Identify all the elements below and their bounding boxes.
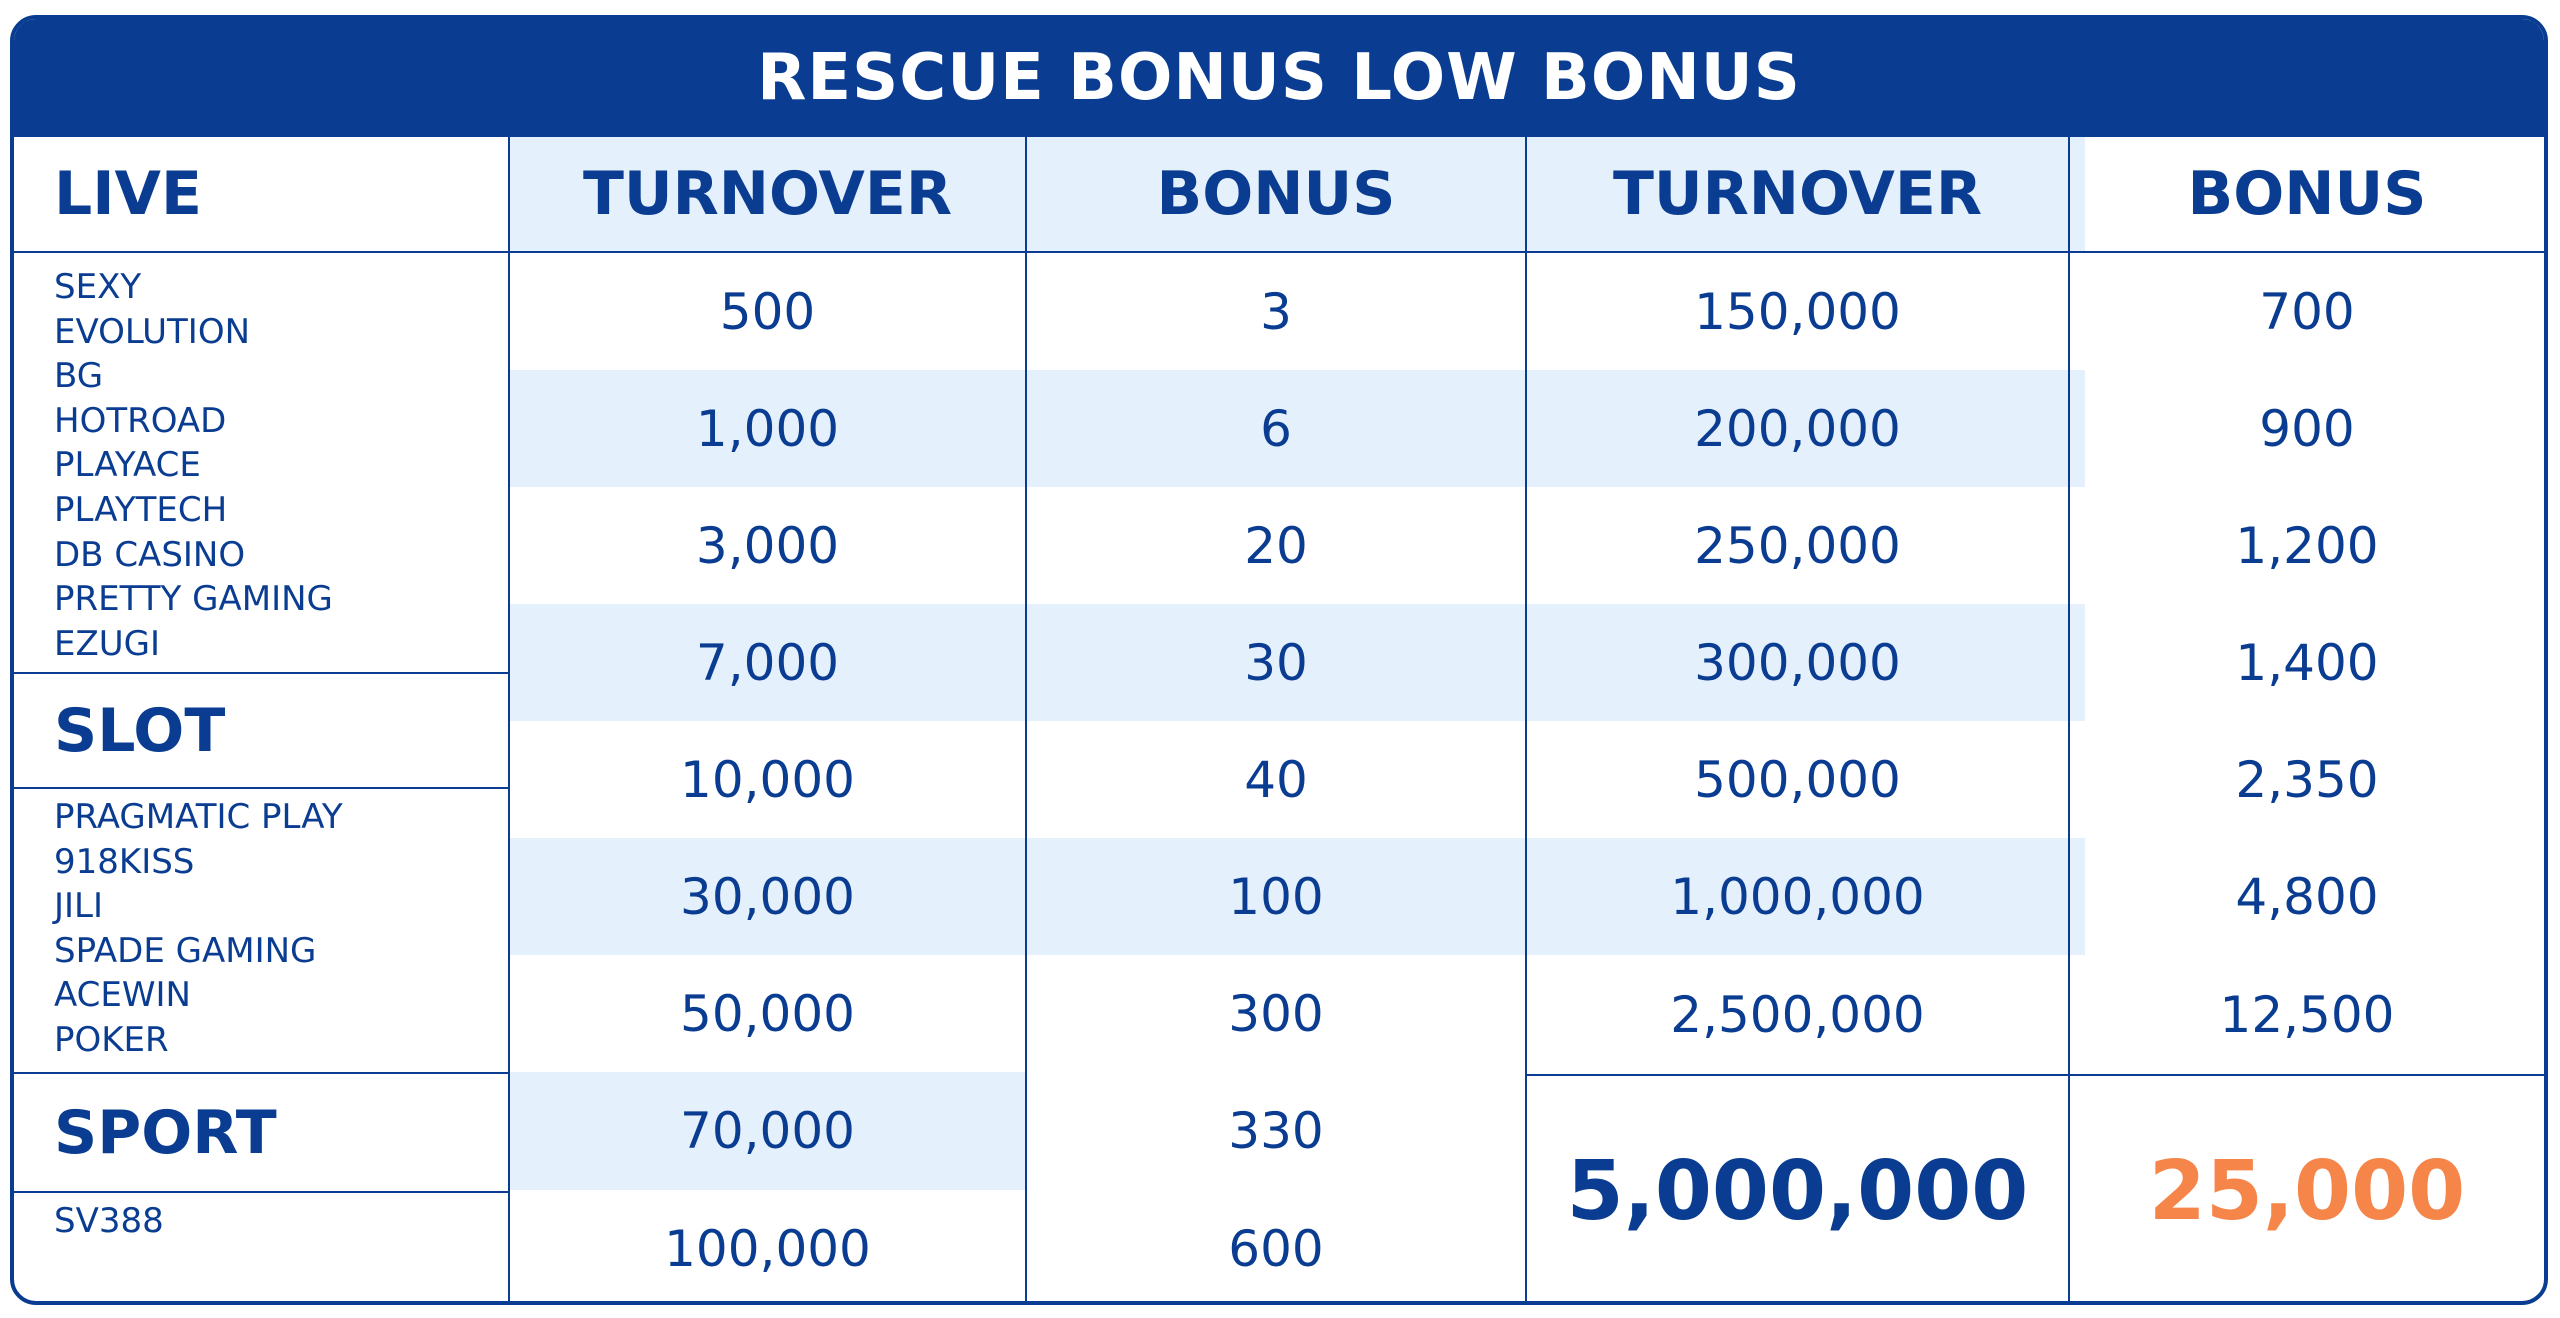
grid-line-top-tier (1526, 1074, 2544, 1076)
provider-item: EZUGI (54, 623, 161, 664)
turnover-right-row-6: 1,000,000 (1670, 867, 1925, 926)
row-band-4 (509, 604, 2085, 721)
bonus-table-card: RESCUE BONUS LOW BONUS LIVE TURNOVER BON… (10, 15, 2548, 1305)
turnover-left-row-5: 10,000 (680, 750, 855, 809)
grid-line-header-bottom (14, 251, 2544, 253)
provider-item: JILI (54, 886, 104, 927)
row-band-6 (509, 838, 2085, 955)
top-tier-bonus: 25,000 (2148, 1144, 2466, 1239)
grid-line-col-1 (508, 137, 510, 1301)
bonus-left-row-9: 600 (1228, 1219, 1324, 1278)
turnover-left-row-2: 1,000 (695, 399, 840, 458)
bonus-left-row-2: 6 (1260, 399, 1292, 458)
row-band-2 (509, 370, 2085, 487)
title-bar: RESCUE BONUS LOW BONUS (14, 19, 2544, 137)
live-provider-list: SEXY EVOLUTION BG HOTROAD PLAYACE PLAYTE… (54, 265, 333, 666)
provider-item: POKER (54, 1019, 169, 1060)
turnover-right-row-5: 500,000 (1694, 750, 1901, 809)
turnover-left-row-6: 30,000 (680, 867, 855, 926)
top-tier-turnover: 5,000,000 (1566, 1144, 2029, 1239)
bonus-right-row-3: 1,200 (2235, 516, 2379, 575)
turnover-left-row-7: 50,000 (680, 984, 855, 1043)
category-heading-live: LIVE (54, 159, 202, 229)
header-turnover-left: TURNOVER (582, 159, 953, 229)
turnover-left-row-9: 100,000 (664, 1219, 871, 1278)
category-heading-sport: SPORT (54, 1097, 277, 1168)
turnover-left-row-3: 3,000 (695, 516, 840, 575)
bonus-right-row-6: 4,800 (2235, 867, 2379, 926)
bonus-right-row-5: 2,350 (2235, 750, 2379, 809)
bonus-left-row-3: 20 (1244, 516, 1308, 575)
turnover-right-row-2: 200,000 (1694, 399, 1901, 458)
bonus-right-row-1: 700 (2259, 282, 2355, 341)
grid-line-sport-head-bottom (14, 1191, 509, 1193)
grid-line-slot-bottom (14, 1072, 509, 1074)
provider-item: PRAGMATIC PLAY (54, 797, 343, 837)
provider-item: PLAYACE (54, 445, 201, 486)
grid-line-col-3 (1525, 137, 1527, 1301)
header-bonus-right: BONUS (2187, 159, 2427, 229)
grid-line-col-2 (1025, 137, 1027, 1301)
bonus-right-row-4: 1,400 (2235, 633, 2379, 692)
header-turnover-right: TURNOVER (1612, 159, 1983, 229)
turnover-right-row-3: 250,000 (1694, 516, 1901, 575)
provider-item: SEXY (54, 267, 142, 307)
turnover-left-row-8: 70,000 (680, 1102, 855, 1160)
header-bonus-left: BONUS (1156, 159, 1396, 229)
slot-provider-list: PRAGMATIC PLAY 918KISS JILI SPADE GAMING… (54, 795, 343, 1063)
header-band-turnover-1 (509, 137, 2085, 253)
grid-line-live-bottom (14, 672, 509, 674)
sport-provider-list: SV388 (54, 1199, 164, 1244)
turnover-left-row-4: 7,000 (695, 633, 840, 692)
provider-item: PRETTY GAMING (54, 579, 333, 620)
provider-item: HOTROAD (54, 400, 227, 441)
bonus-left-row-8: 330 (1228, 1102, 1324, 1160)
turnover-right-row-7: 2,500,000 (1670, 985, 1925, 1044)
grid-line-col-4 (2068, 137, 2070, 1301)
provider-item: ACEWIN (54, 975, 191, 1016)
provider-item: PLAYTECH (54, 489, 228, 530)
bonus-left-row-1: 3 (1260, 282, 1292, 341)
provider-item: EVOLUTION (54, 311, 251, 352)
turnover-right-row-1: 150,000 (1694, 282, 1901, 341)
row-band-8 (509, 1072, 1026, 1190)
turnover-right-row-4: 300,000 (1694, 633, 1901, 692)
provider-item: DB CASINO (54, 534, 246, 575)
bonus-right-row-2: 900 (2259, 399, 2355, 458)
table-title: RESCUE BONUS LOW BONUS (757, 41, 1801, 115)
provider-item: 918KISS (54, 841, 195, 882)
bonus-left-row-5: 40 (1244, 750, 1308, 809)
provider-item: SV388 (54, 1201, 164, 1241)
bonus-right-row-7: 12,500 (2219, 985, 2395, 1044)
bonus-left-row-4: 30 (1244, 633, 1308, 692)
turnover-left-row-1: 500 (719, 282, 816, 341)
provider-item: SPADE GAMING (54, 930, 317, 971)
category-heading-slot: SLOT (54, 695, 226, 766)
bonus-left-row-6: 100 (1228, 867, 1324, 926)
grid-line-slot-head-bottom (14, 787, 509, 789)
bonus-left-row-7: 300 (1228, 984, 1324, 1043)
provider-item: BG (54, 356, 104, 397)
